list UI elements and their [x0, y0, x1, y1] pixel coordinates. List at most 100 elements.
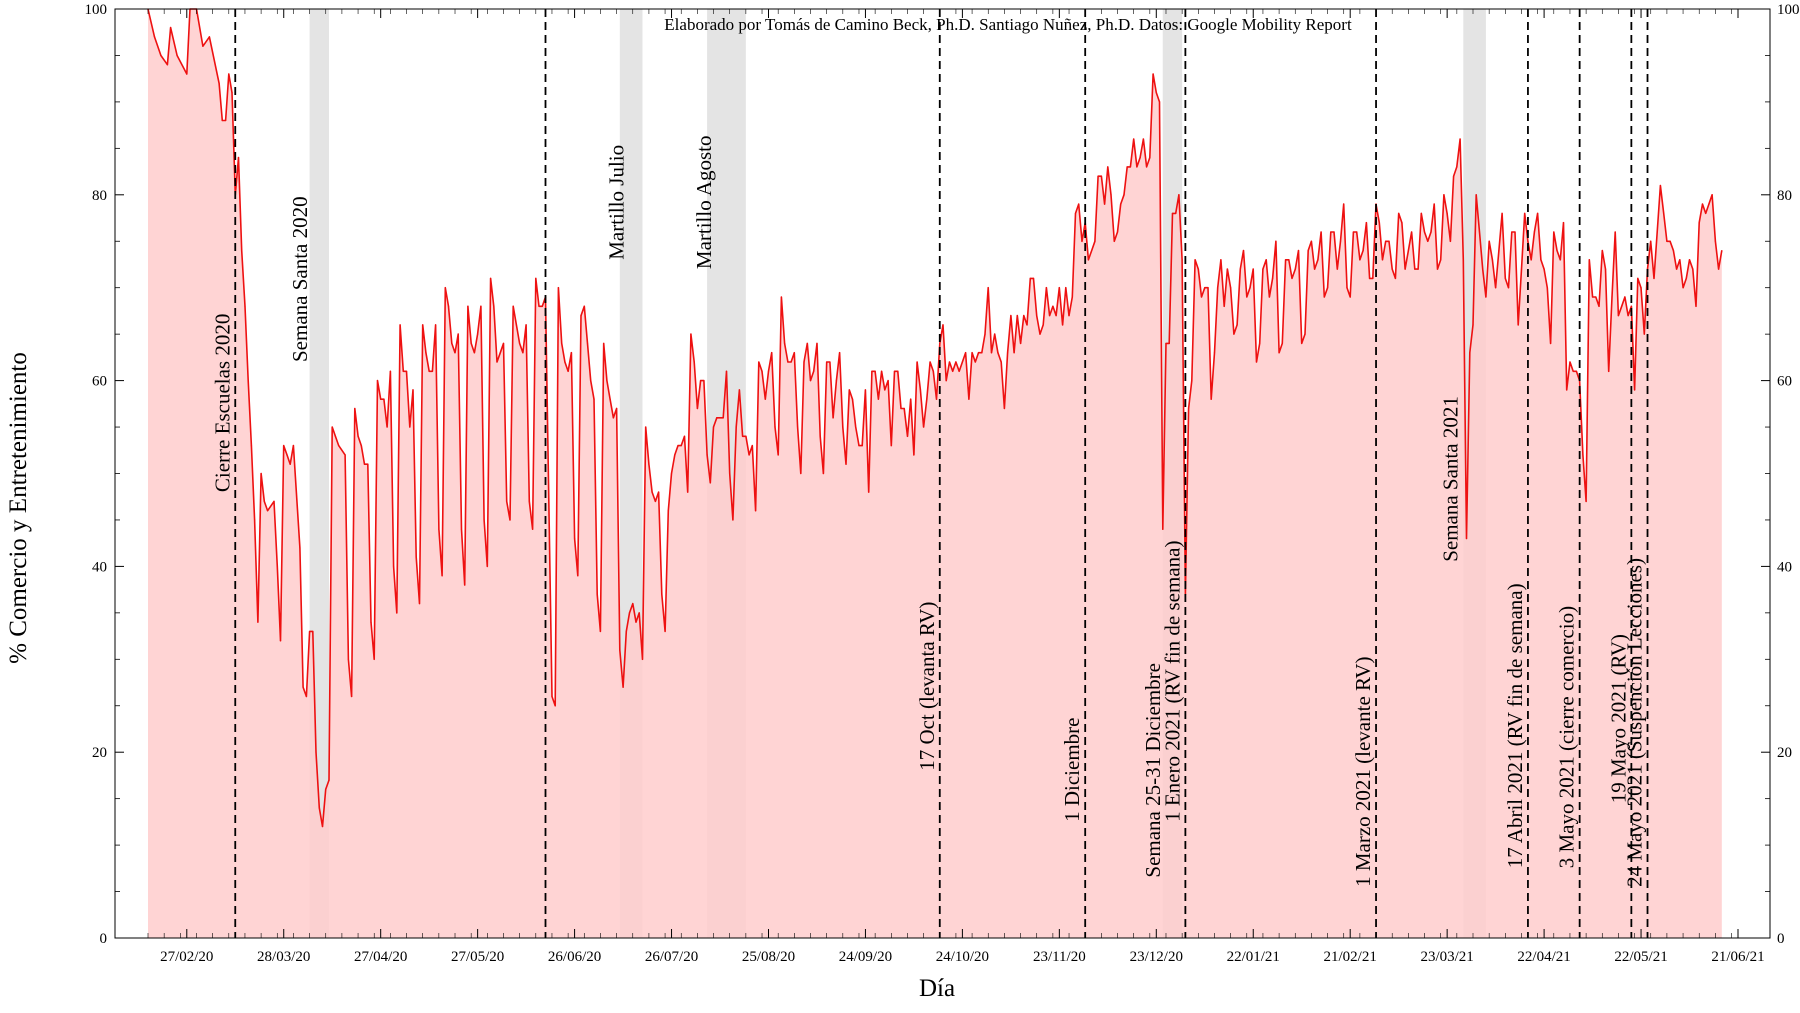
- y-tick-label-right: 0: [1777, 931, 1785, 947]
- data-point: [506, 500, 508, 502]
- data-point: [868, 491, 870, 493]
- data-point: [829, 361, 831, 363]
- data-point: [454, 352, 456, 354]
- data-point: [897, 370, 899, 372]
- data-point: [1485, 296, 1487, 298]
- data-point: [693, 361, 695, 363]
- data-point: [480, 305, 482, 307]
- data-point: [1330, 231, 1332, 233]
- data-point: [1103, 203, 1106, 205]
- data-point: [1091, 249, 1093, 252]
- data-point: [1611, 296, 1613, 298]
- data-point: [321, 825, 324, 828]
- data-point: [257, 621, 259, 623]
- data-point: [1721, 249, 1723, 252]
- data-point: [945, 380, 947, 382]
- data-point: [383, 398, 385, 400]
- data-point: [1123, 194, 1125, 196]
- data-point: [1249, 287, 1251, 289]
- data-point: [1239, 268, 1241, 270]
- data-point: [305, 695, 307, 698]
- data-point: [1598, 305, 1600, 307]
- data-point: [1695, 305, 1697, 307]
- data-point: [1407, 249, 1409, 252]
- data-point: [1540, 259, 1542, 261]
- y-axis-label: % Comercio y Entretenimiento: [5, 352, 32, 664]
- data-point: [977, 352, 980, 354]
- data-point: [312, 630, 314, 633]
- data-point: [470, 342, 472, 345]
- data-point: [1165, 342, 1167, 345]
- data-point: [1591, 296, 1594, 298]
- data-point: [761, 370, 763, 372]
- x-tick-label: 26/06/20: [548, 949, 601, 965]
- data-point: [680, 445, 682, 447]
- data-point: [690, 333, 692, 335]
- data-point: [1029, 277, 1031, 280]
- data-point: [994, 333, 996, 335]
- data-point: [228, 73, 230, 75]
- data-point: [1110, 194, 1112, 196]
- data-point: [467, 305, 469, 307]
- data-point: [1388, 240, 1390, 242]
- data-point: [1449, 240, 1451, 242]
- y-tick-label-right: 20: [1777, 745, 1792, 761]
- data-point: [1585, 500, 1587, 502]
- data-point: [1288, 259, 1290, 261]
- data-point: [735, 426, 737, 428]
- data-point: [1478, 231, 1481, 233]
- data-point: [1624, 296, 1626, 298]
- data-point: [402, 370, 404, 372]
- data-point: [1604, 268, 1607, 270]
- data-point: [464, 584, 466, 586]
- data-point: [658, 491, 660, 493]
- data-point: [308, 630, 311, 633]
- data-point: [1436, 268, 1439, 270]
- data-point: [952, 370, 954, 372]
- data-point: [1527, 240, 1529, 242]
- data-point: [554, 705, 556, 707]
- data-point: [877, 398, 879, 400]
- data-point: [1698, 222, 1700, 224]
- data-point: [1362, 249, 1364, 252]
- data-point: [1440, 259, 1442, 261]
- data-point: [1120, 203, 1122, 205]
- data-point: [1692, 268, 1694, 270]
- data-point: [683, 435, 686, 437]
- data-point: [473, 352, 476, 354]
- data-point: [570, 352, 572, 354]
- data-point: [344, 454, 346, 456]
- data-point: [396, 612, 398, 614]
- data-point: [1336, 268, 1338, 270]
- data-point: [1385, 240, 1387, 242]
- period-label: Martillo Julio: [605, 145, 629, 260]
- data-point: [1398, 212, 1400, 214]
- data-point: [677, 445, 679, 447]
- data-point: [742, 435, 744, 437]
- data-point: [1233, 333, 1235, 335]
- data-point: [1656, 231, 1658, 233]
- data-point: [1155, 92, 1157, 94]
- data-point: [864, 389, 867, 391]
- data-point: [771, 352, 773, 354]
- y-tick-label-right: 100: [1777, 2, 1800, 18]
- data-point: [1116, 231, 1119, 233]
- data-point: [893, 370, 896, 372]
- data-point: [1071, 296, 1073, 298]
- data-point: [670, 472, 673, 475]
- data-point: [1268, 296, 1271, 298]
- data-point: [1045, 287, 1048, 289]
- data-point: [1039, 333, 1041, 335]
- y-tick-label: 0: [100, 931, 108, 947]
- data-point: [493, 305, 495, 307]
- data-point: [1078, 203, 1080, 205]
- data-point: [1236, 324, 1238, 326]
- data-point: [328, 779, 330, 781]
- data-point: [1659, 184, 1662, 187]
- event-label: 1 Diciembre: [1060, 718, 1084, 822]
- data-point: [1255, 361, 1258, 363]
- data-point: [965, 352, 967, 354]
- data-point: [1252, 268, 1254, 270]
- data-point: [635, 621, 637, 623]
- event-label: 17 Abril 2021 (RV fin de semana): [1503, 583, 1527, 868]
